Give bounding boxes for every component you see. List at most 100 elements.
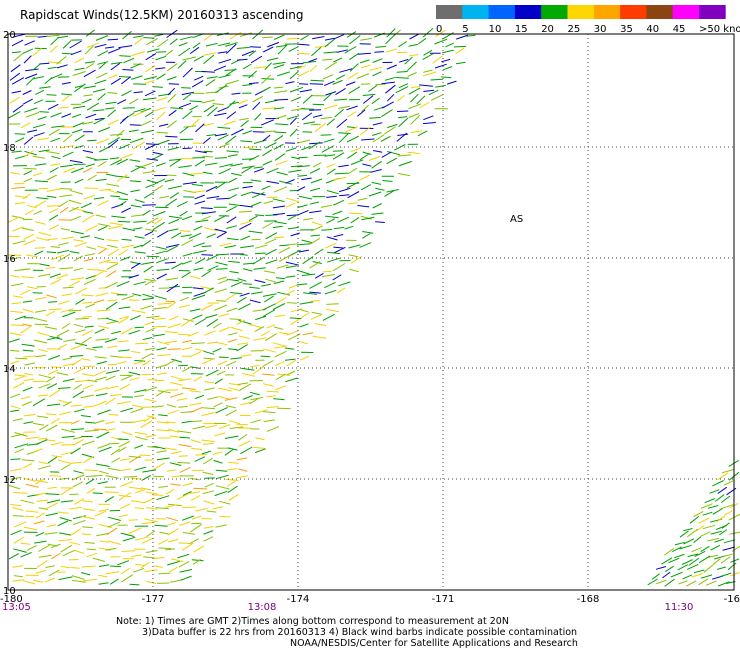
wind-barb [189,332,199,336]
wind-barb [387,65,397,69]
wind-barb [58,77,69,78]
wind-barb [358,53,371,54]
wind-barb [182,388,196,390]
wind-barb [254,268,266,270]
wind-barb [253,367,264,374]
wind-barb [130,316,140,320]
map-frame [8,34,734,590]
legend-swatch [620,5,647,19]
wind-barb [273,226,283,227]
wind-barb [349,255,358,257]
wind-barb [218,52,227,53]
wind-barb [183,68,193,77]
legend-label: 10 [489,24,502,35]
wind-barb [381,136,391,141]
wind-barb [59,577,73,580]
wind-barb [229,421,240,424]
wind-barb [724,554,733,556]
wind-barb [12,303,21,304]
wind-barb [98,482,108,484]
wind-barb [35,181,48,182]
wind-barb [204,351,215,354]
wind-barb [275,124,288,125]
wind-barb [108,468,120,470]
wind-barb [131,215,144,217]
wind-barb [10,410,19,411]
wind-barb [191,343,205,344]
wind-barb [372,98,380,104]
wind-barb [51,156,60,158]
wind-barb [21,326,32,334]
wind-barb [33,48,42,56]
wind-barb [719,573,731,577]
wind-barb [312,37,324,39]
wind-barb [70,356,83,357]
wind-barb [34,201,46,208]
wind-barb [12,227,23,231]
wind-barb [279,248,290,254]
wind-barb [165,332,177,333]
wind-barb [243,284,252,285]
wind-barb [274,87,283,88]
wind-barb [274,144,284,149]
wind-barb [182,483,193,486]
wind-barb [178,554,189,558]
wind-barb [409,114,419,118]
wind-barb [123,58,134,62]
wind-barb [165,549,175,550]
wind-barb [34,100,43,104]
wind-barb [339,134,348,143]
wind-barb [134,390,146,393]
wind-barb [97,410,110,415]
wind-barb [87,269,99,270]
wind-barb [75,68,85,70]
wind-barb [322,146,334,153]
wind-barb [154,185,163,191]
wind-barb [50,46,58,53]
wind-barb [73,72,86,76]
wind-barb [62,53,73,54]
wind-barb [216,182,226,188]
wind-barb [23,194,31,199]
wind-barb [348,112,356,117]
wind-barb [731,559,740,563]
wind-barb [255,245,267,248]
wind-barb [107,528,118,535]
wind-barb [206,43,218,46]
wind-barb [334,228,345,229]
wind-barb [397,134,408,135]
wind-barb [326,219,335,224]
wind-barb [21,500,34,503]
wind-barb [110,196,120,197]
wind-barb [193,268,203,270]
wind-barb [263,349,276,352]
wind-barb [214,66,226,71]
wind-barb [237,424,249,425]
wind-barb [230,319,241,320]
wind-barb [262,79,275,80]
wind-barb [142,538,153,543]
wind-barb [337,288,345,293]
wind-barb [82,316,91,317]
wind-barb [106,302,117,309]
wind-barb [146,328,155,332]
wind-barb [36,513,45,518]
wind-barb [134,445,143,448]
wind-barb [133,568,144,572]
wind-barb [327,252,340,253]
wind-barb [337,119,347,128]
wind-barb [190,478,200,480]
wind-barb [37,238,49,241]
wind-barb [11,434,24,437]
wind-barb [362,232,373,234]
wind-barb [177,202,187,207]
wind-barb [195,395,204,398]
wind-barb [109,414,119,415]
wind-barb [11,65,21,72]
wind-barb [10,311,23,312]
wind-barb [49,215,58,220]
wind-barb [169,219,180,223]
wind-barb [243,131,253,135]
wind-barb [122,551,136,552]
time-label: 13:08 [248,602,277,613]
